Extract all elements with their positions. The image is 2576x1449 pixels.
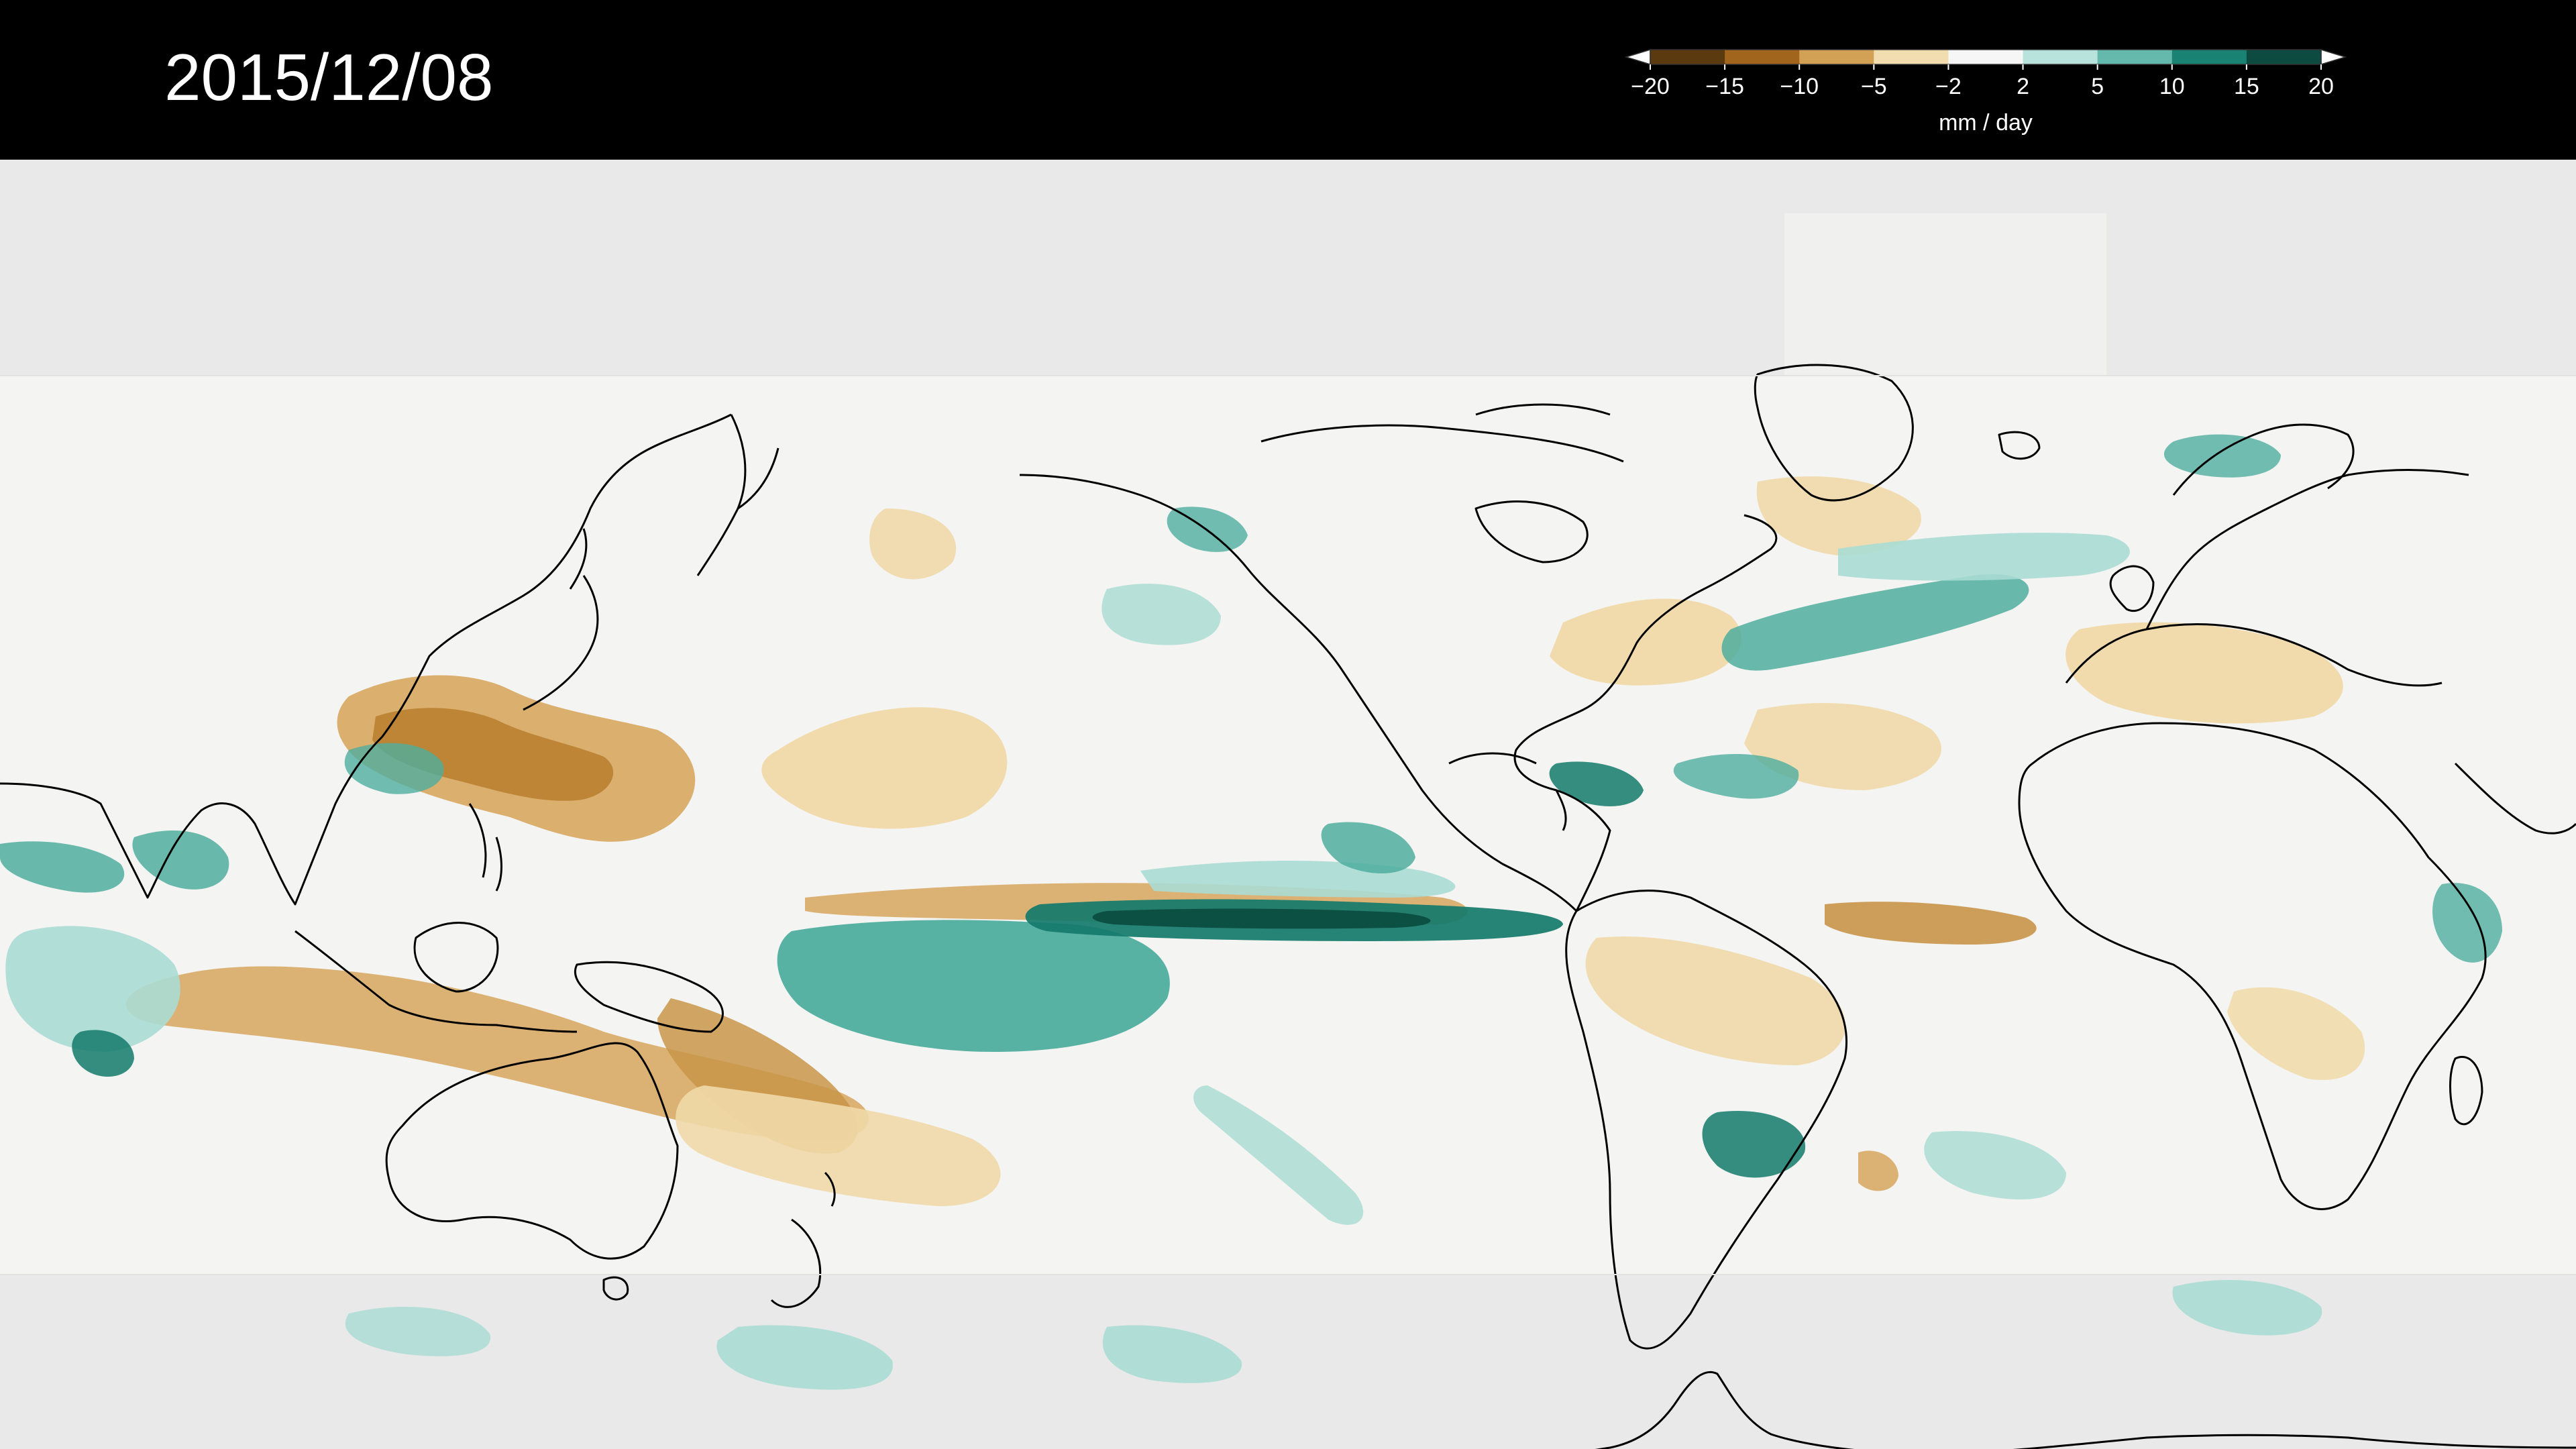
- colorbar-extend-max: [2320, 48, 2347, 66]
- anomaly-wet-south-indian: [72, 1030, 134, 1077]
- anomaly-wet-philippine: [344, 743, 444, 794]
- colorbar-tick-label: −5: [1861, 74, 1887, 99]
- colorbar-tick-label: −10: [1780, 74, 1819, 99]
- colorbar-extend-min: [1624, 48, 1651, 66]
- coast-north-america-west: [1019, 474, 1578, 912]
- colorbar-legend: −20 −15 −10 −5 −2 2 5 10 15 20 mm / day: [1623, 42, 2348, 142]
- anomaly-wet-gulf-stream: [1721, 574, 2029, 671]
- colorbar-tick-label: 20: [2308, 74, 2334, 99]
- coast-europe: [2065, 469, 2469, 687]
- coast-japan: [523, 528, 599, 711]
- anomaly-dry-north-atlantic: [1756, 476, 1921, 555]
- anomaly-wet-gulf-of-alaska: [1102, 584, 1221, 645]
- coast-borneo: [413, 922, 499, 993]
- anomaly-dry-us-east: [1550, 598, 1741, 686]
- colorbar-cell: [1650, 50, 1725, 64]
- coast-madagascar: [2449, 1056, 2483, 1126]
- coast-britain: [2109, 565, 2155, 612]
- colorbar-cells: [1624, 48, 2347, 66]
- colorbar-tick-labels: −20 −15 −10 −5 −2 2 5 10 15 20: [1631, 74, 2334, 99]
- colorbar-tick-label: −15: [1705, 74, 1744, 99]
- anomaly-wet-south-pacific-streaks: [1193, 1085, 1364, 1225]
- anomaly-dry-south-africa: [2227, 987, 2365, 1080]
- anomaly-wet-mexico-coast: [1321, 822, 1415, 873]
- coastlines: [0, 364, 2576, 1449]
- colorbar-cell: [1799, 50, 1874, 64]
- coast-new-zealand: [770, 1171, 836, 1308]
- colorbar: −20 −15 −10 −5 −2 2 5 10 15 20 mm / day: [1624, 48, 2347, 136]
- coast-hudson-bay: [1474, 500, 1589, 564]
- anomaly-dry-nw-pacific: [869, 508, 957, 580]
- anomaly-wet-southern-ocean-3: [2172, 1280, 2322, 1336]
- coast-arctic-canada: [1260, 403, 1624, 463]
- coast-arabia-india: [2454, 762, 2576, 835]
- coast-new-guinea: [574, 961, 724, 1033]
- coast-tasmania: [602, 1276, 629, 1301]
- colorbar-cell: [2097, 50, 2173, 64]
- coast-antarctica: [1595, 1371, 2576, 1449]
- anomaly-dry-maritime-core: [372, 708, 614, 801]
- precipitation-anomaly-map: [0, 160, 2576, 1449]
- colorbar-tick-label: 2: [2017, 74, 2029, 99]
- anomaly-wet-equatorial-core: [1092, 908, 1431, 929]
- anomaly-wet-central-pacific: [777, 920, 1170, 1052]
- coast-australia: [385, 1042, 679, 1260]
- anomaly-dry-southeast-band: [125, 966, 869, 1140]
- anomaly-wet-atlantic-east: [1673, 754, 1799, 799]
- anomaly-dry-europe: [2065, 622, 2343, 724]
- coast-north-america-east: [1513, 514, 1778, 912]
- colorbar-cell: [2246, 50, 2322, 64]
- anomaly-wet-norway: [2163, 434, 2281, 478]
- anomaly-wet-southern-ocean-4: [345, 1307, 491, 1356]
- coast-kamchatka: [696, 414, 780, 576]
- colorbar-cell: [1725, 50, 1800, 64]
- date-label: 2015/12/08: [164, 40, 494, 114]
- coast-scandinavia: [2172, 423, 2355, 496]
- anomaly-wet-southern-ocean-2: [1102, 1325, 1242, 1383]
- coast-sumatra-java: [294, 930, 578, 1033]
- header-bar: 2015/12/08 −20 −15 −10 −5 −2 2 5 10 15 20 mm / da…: [0, 0, 2576, 160]
- map-canvas: [0, 160, 2576, 1449]
- colorbar-cell: [1874, 50, 1949, 64]
- colorbar-tick-label: 5: [2091, 74, 2104, 99]
- colorbar-tick-label: 10: [2159, 74, 2185, 99]
- anomaly-field: [0, 434, 2502, 1390]
- anomaly-wet-south-brazil: [1702, 1111, 1806, 1178]
- anomaly-wet-caribbean: [1549, 761, 1644, 806]
- anomaly-dry-atlantic-itcz: [1825, 902, 2037, 945]
- colorbar-ticks: [1650, 64, 2322, 70]
- data-region: [0, 376, 2576, 1275]
- colorbar-cell: [2023, 50, 2098, 64]
- anomaly-wet-arabian-sea: [0, 841, 125, 893]
- colorbar-tick-label: −20: [1631, 74, 1670, 99]
- colorbar-unit-label: mm / day: [1939, 110, 2033, 136]
- coast-africa: [2018, 722, 2487, 1210]
- colorbar-cell: [1948, 50, 2024, 64]
- anomaly-wet-bay-of-bengal: [132, 830, 229, 890]
- anomaly-dry-south-america: [1585, 936, 1845, 1065]
- colorbar-cell: [2171, 50, 2247, 64]
- coast-florida-gulf: [1448, 752, 1567, 831]
- coast-iceland: [1998, 431, 2041, 460]
- anomaly-wet-southern-ocean-1: [716, 1325, 893, 1390]
- anomaly-dry-north-pacific: [761, 707, 1008, 829]
- anomaly-wet-north-atlantic-band: [1838, 533, 2130, 581]
- coast-south-america: [1565, 890, 1847, 1350]
- anomaly-wet-indian-ocean: [5, 926, 180, 1052]
- anomaly-wet-south-atlantic-band: [1924, 1131, 2066, 1199]
- coast-philippines: [468, 803, 502, 892]
- coast-east-asia: [0, 413, 732, 906]
- anomaly-dry-south-pacific-light: [676, 1085, 1001, 1206]
- colorbar-outline: [1650, 49, 2322, 65]
- colorbar-tick-label: 15: [2234, 74, 2259, 99]
- anomaly-dry-south-atlantic-spot: [1858, 1150, 1898, 1191]
- arctic-data-patch: [1784, 213, 2106, 376]
- colorbar-tick-label: −2: [1935, 74, 1962, 99]
- coast-greenland: [1754, 364, 1914, 502]
